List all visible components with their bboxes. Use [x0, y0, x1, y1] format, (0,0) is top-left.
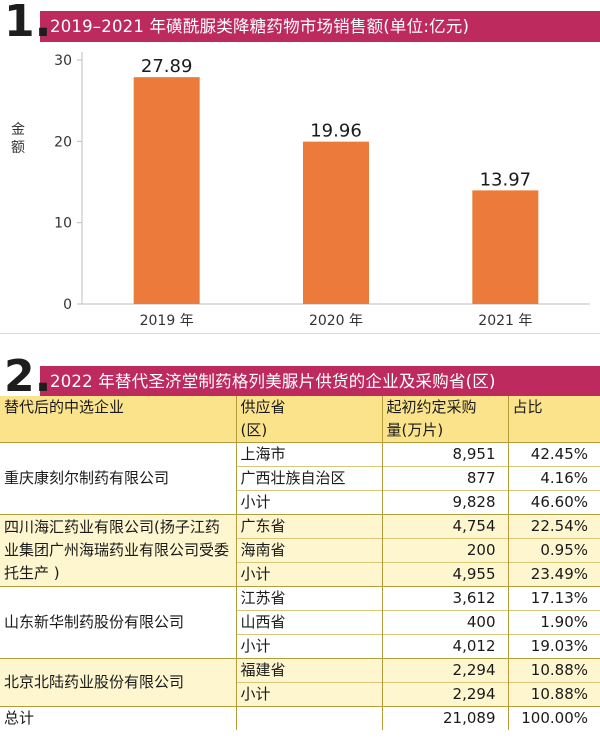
quantity-cell: 8,951 [381, 442, 508, 467]
y-tick-label: 0 [63, 297, 72, 313]
province-cell: 山西省 [235, 610, 382, 635]
quantity-cell: 4,955 [381, 562, 508, 587]
share-cell: 23.49% [507, 562, 600, 587]
quantity-cell: 877 [381, 466, 508, 491]
supplier-table: 替代后的中选企业 供应省 起初约定采购 占比 (区) 量(万片) 重庆康刻尔制药… [0, 396, 600, 730]
table-row: 广西壮族自治区 877 4.16% [0, 466, 600, 491]
header-province: 供应省 [235, 396, 382, 419]
table-row: 山西省 400 1.90% [0, 610, 600, 635]
table-row: 小计 9,828 46.60% [0, 490, 600, 515]
province-cell: 小计 [235, 634, 382, 659]
province-cell: 小计 [235, 490, 382, 515]
header-company: 替代后的中选企业 [0, 396, 236, 419]
bar-value-label: 13.97 [480, 169, 532, 190]
share-cell: 10.88% [507, 658, 600, 683]
section-1-title: 2019–2021 年磺酰脲类降糖药物市场销售额(单位:亿元) [50, 17, 470, 36]
table-header-row-2: (区) 量(万片) [0, 419, 600, 443]
section-1-number: 1. [4, 0, 52, 47]
share-cell: 17.13% [507, 586, 600, 611]
quantity-cell: 2,294 [381, 682, 508, 707]
table-row: 小计 2,294 10.88% [0, 682, 600, 707]
total-quantity: 21,089 [381, 706, 508, 730]
quantity-cell: 2,294 [381, 658, 508, 683]
total-row: 总计 21,089 100.00% [0, 706, 600, 730]
section-1-header: 1. 2019–2021 年磺酰脲类降糖药物市场销售额(单位:亿元) [0, 0, 600, 47]
province-cell: 广西壮族自治区 [235, 466, 382, 491]
table-row: 北京北陆药业股份有限公司 福建省 2,294 10.88% [0, 658, 600, 707]
bar-value-label: 19.96 [310, 121, 362, 142]
province-cell: 小计 [235, 682, 382, 707]
y-tick-label: 20 [54, 134, 72, 150]
section-2-header: 2. 2022 年替代圣济堂制药格列美脲片供货的企业及采购省(区) [0, 351, 600, 402]
share-cell: 0.95% [507, 538, 600, 563]
province-cell: 小计 [235, 562, 382, 587]
province-cell: 广东省 [235, 514, 382, 539]
supplier-table-wrap: 替代后的中选企业 供应省 起初约定采购 占比 (区) 量(万片) 重庆康刻尔制药… [0, 396, 600, 730]
table-row: 海南省 200 0.95% [0, 538, 600, 563]
header-company-blank [0, 419, 236, 443]
company-name: 四川海汇药业有限公司(扬子江药业集团广州海瑞药业有限公司受委托生产 ) [0, 514, 236, 587]
header-share: 占比 [507, 396, 600, 419]
x-tick-label: 2021 年 [478, 313, 532, 329]
share-cell: 4.16% [507, 466, 600, 491]
section-1-title-bar [40, 11, 600, 42]
x-tick-label: 2019 年 [140, 313, 194, 329]
table-body: 重庆康刻尔制药有限公司 上海市 8,951 42.45% 广西壮族自治区 877 4.16%… [0, 442, 600, 730]
province-cell: 上海市 [235, 442, 382, 467]
y-axis-label: 金 [11, 122, 25, 138]
province-cell: 海南省 [235, 538, 382, 563]
section-2-title: 2022 年替代圣济堂制药格列美脲片供货的企业及采购省(区) [50, 372, 496, 391]
table-header-row-1: 替代后的中选企业 供应省 起初约定采购 占比 [0, 396, 600, 419]
share-cell: 22.54% [507, 514, 600, 539]
y-tick-label: 30 [54, 53, 72, 69]
share-cell: 10.88% [507, 682, 600, 707]
y-tick-label: 10 [54, 216, 72, 232]
bar-1 [133, 77, 200, 304]
header-quantity-unit: 量(万片) [381, 419, 508, 443]
share-cell: 19.03% [507, 634, 600, 659]
quantity-cell: 400 [381, 610, 508, 635]
province-cell: 江苏省 [235, 586, 382, 611]
section-2-number: 2. [4, 351, 52, 402]
table-row: 小计 4,012 19.03% [0, 634, 600, 659]
header-quantity: 起初约定采购 [381, 396, 508, 419]
share-cell: 42.45% [507, 442, 600, 467]
quantity-cell: 9,828 [381, 490, 508, 515]
sales-bar-chart: 0 10 20 30 金额 27.89 2019 年 19.96 2020 年 13.97 2021… [11, 52, 590, 329]
quantity-cell: 4,754 [381, 514, 508, 539]
table-row: 四川海汇药业有限公司(扬子江药业集团广州海瑞药业有限公司受委托生产 ) 广东省 4,… [0, 514, 600, 587]
share-cell: 46.60% [507, 490, 600, 515]
sales-bar-chart-panel: 0 10 20 30 金额 27.89 2019 年 19.96 2020 年 13.97 2021… [0, 42, 600, 334]
header-province-unit: (区) [235, 419, 382, 443]
y-axis-label: 额 [11, 140, 25, 156]
bar-3 [472, 190, 539, 304]
total-province-blank [235, 706, 382, 730]
table-row: 重庆康刻尔制药有限公司 上海市 8,951 42.45% [0, 442, 600, 515]
bar-value-label: 27.89 [141, 56, 193, 77]
quantity-cell: 3,612 [381, 586, 508, 611]
quantity-cell: 4,012 [381, 634, 508, 659]
table-row: 山东新华制药股份有限公司 江苏省 3,612 17.13% [0, 586, 600, 659]
x-tick-label: 2020 年 [309, 313, 363, 329]
total-label: 总计 [0, 706, 236, 730]
company-name: 北京北陆药业股份有限公司 [0, 658, 236, 707]
section-2-title-bar [40, 366, 600, 397]
header-share-blank [507, 419, 600, 443]
province-cell: 福建省 [235, 658, 382, 683]
quantity-cell: 200 [381, 538, 508, 563]
total-share: 100.00% [507, 706, 600, 730]
company-name: 山东新华制药股份有限公司 [0, 586, 236, 659]
company-name: 重庆康刻尔制药有限公司 [0, 442, 236, 515]
table-row: 小计 4,955 23.49% [0, 562, 600, 587]
bar-2 [303, 141, 369, 304]
share-cell: 1.90% [507, 610, 600, 635]
